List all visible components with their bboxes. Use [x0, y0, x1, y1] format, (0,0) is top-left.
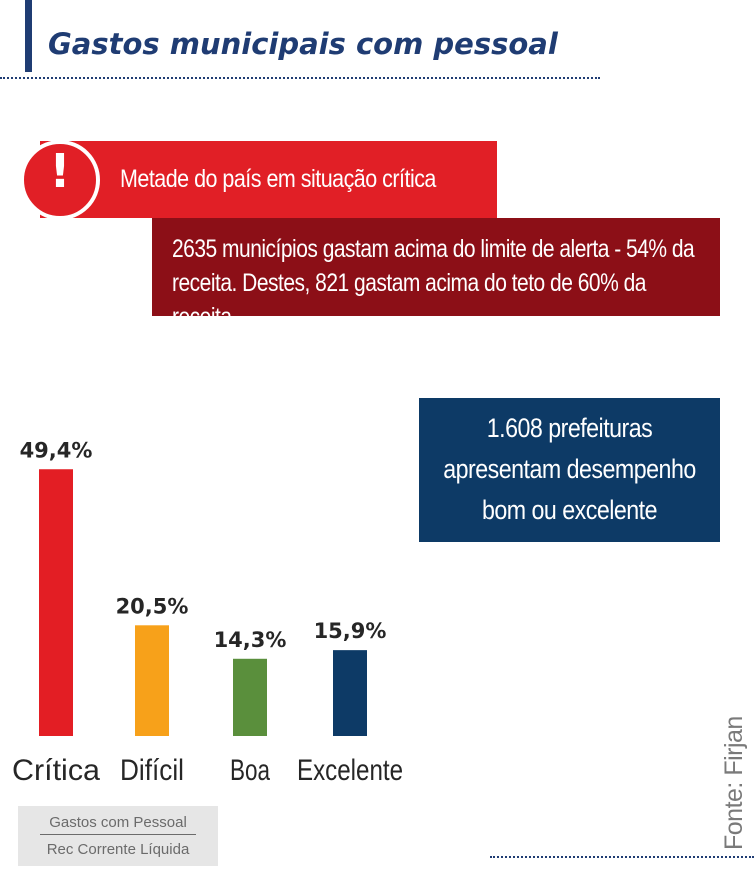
bar-4 — [333, 650, 367, 736]
exclamation-icon: ! — [49, 144, 71, 198]
axis-note-fraction: Gastos com Pessoal Rec Corrente Líquida — [18, 806, 218, 866]
category-label-2: Difícil — [120, 754, 184, 787]
bar-1 — [39, 469, 73, 736]
top-dotted-divider — [0, 77, 600, 79]
alert-detail-text: 2635 municípios gastam acima do limite d… — [172, 235, 695, 331]
page-title: Gastos municipais com pessoal — [48, 27, 558, 61]
alert-banner — [40, 141, 497, 218]
category-label-1: Crítica — [12, 754, 100, 787]
value-label-3: 14,3% — [214, 628, 287, 652]
value-label-1: 49,4% — [20, 438, 93, 462]
alert-icon-circle: ! — [20, 140, 100, 220]
alert-detail-box: 2635 municípios gastam acima do limite d… — [152, 218, 720, 331]
title-accent-bar — [25, 0, 32, 72]
callout-text: 1.608 prefeituras apresentam desempenho … — [423, 408, 716, 531]
bar-3 — [233, 658, 267, 736]
bottom-dotted-divider — [490, 856, 754, 858]
axis-note-denominator: Rec Corrente Líquida — [46, 841, 190, 858]
callout-line-1: 1.608 prefeituras — [486, 413, 653, 443]
bar-2 — [135, 625, 169, 736]
callout-line-3: bom ou excelente — [481, 495, 658, 525]
category-label-4: Excelente — [297, 754, 403, 787]
category-label-3: Boa — [230, 754, 270, 787]
value-label-2: 20,5% — [116, 594, 189, 618]
alert-headline: Metade do país em situação crítica — [120, 165, 436, 193]
value-label-4: 15,9% — [314, 619, 387, 643]
callout-line-2: apresentam desempenho — [443, 454, 696, 484]
bar-chart: 49,4% Crítica 20,5% Difícil 14,3% Boa 15,9% Exc… — [12, 438, 403, 787]
axis-note-numerator: Gastos com Pessoal — [40, 814, 196, 835]
callout-box: 1.608 prefeituras apresentam desempenho … — [419, 398, 720, 542]
source-credit: Fonte: Firjan — [720, 716, 748, 850]
